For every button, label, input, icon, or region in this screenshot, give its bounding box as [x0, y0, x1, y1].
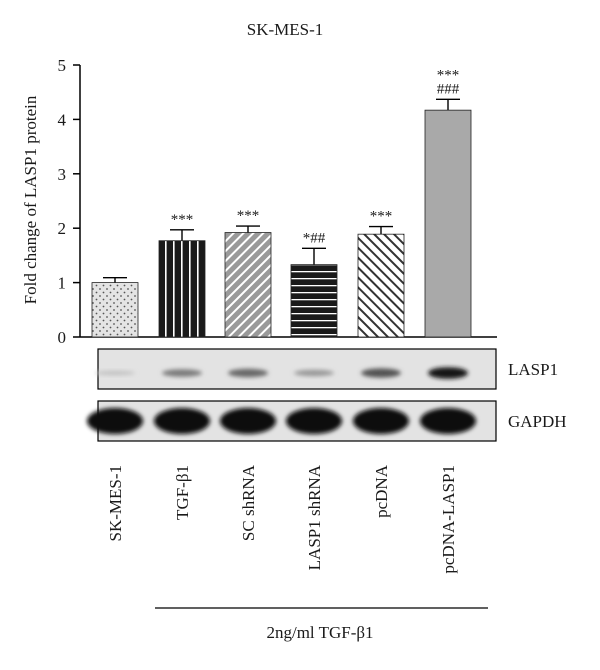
blot-band — [420, 408, 476, 434]
y-ticks: 0 1 2 3 4 5 — [58, 56, 80, 347]
blot-band — [87, 408, 143, 434]
x-tick-label: LASP1 shRNA — [305, 464, 324, 570]
y-tick-label: 2 — [58, 219, 67, 238]
blot-band — [220, 408, 276, 434]
y-tick-label: 1 — [58, 274, 67, 293]
significance-label: *** — [370, 209, 393, 225]
blot-band — [95, 370, 135, 376]
blot-band — [294, 369, 334, 377]
x-tick-labels: SK-MES-1 TGF-β1 SC shRNA LASP1 shRNA pcDNA pc… — [106, 464, 458, 573]
significance-label: *** — [171, 212, 194, 228]
y-tick-label: 5 — [58, 56, 67, 75]
x-tick-label: SC shRNA — [239, 464, 258, 541]
significance-label: *## — [303, 230, 326, 246]
bar — [224, 232, 272, 338]
blot-label: LASP1 — [508, 360, 558, 379]
x-tick-label: pcDNA — [372, 464, 391, 518]
bar — [290, 264, 338, 338]
group-label: 2ng/ml TGF-β1 — [266, 623, 373, 642]
chart-title: SK-MES-1 — [247, 20, 324, 39]
bars-group: *** ****##******### — [91, 67, 472, 338]
bar — [424, 109, 472, 338]
x-tick-label: TGF-β1 — [173, 465, 192, 520]
y-tick-label: 4 — [58, 110, 67, 129]
x-tick-label: pcDNA-LASP1 — [439, 465, 458, 574]
bar — [158, 240, 206, 338]
blot-band — [428, 367, 468, 379]
significance-label: *** — [437, 67, 460, 83]
y-tick-label: 3 — [58, 165, 67, 184]
blot-band — [353, 408, 409, 434]
blot-band — [286, 408, 342, 434]
blot-band — [228, 368, 268, 378]
western-blot-panel: LASP1 GAPDH — [87, 348, 567, 442]
y-axis-label: Fold change of LASP1 protein — [21, 95, 40, 304]
bar — [91, 282, 139, 338]
blot-band — [361, 368, 401, 378]
blot-label: GAPDH — [508, 412, 567, 431]
blot-panel — [97, 348, 497, 390]
significance-label: *** — [237, 208, 260, 224]
y-tick-label: 0 — [58, 328, 67, 347]
significance-label: ### — [437, 81, 460, 97]
x-tick-label: SK-MES-1 — [106, 465, 125, 542]
blot-band — [162, 369, 202, 377]
bar — [357, 233, 405, 338]
blot-band — [154, 408, 210, 434]
